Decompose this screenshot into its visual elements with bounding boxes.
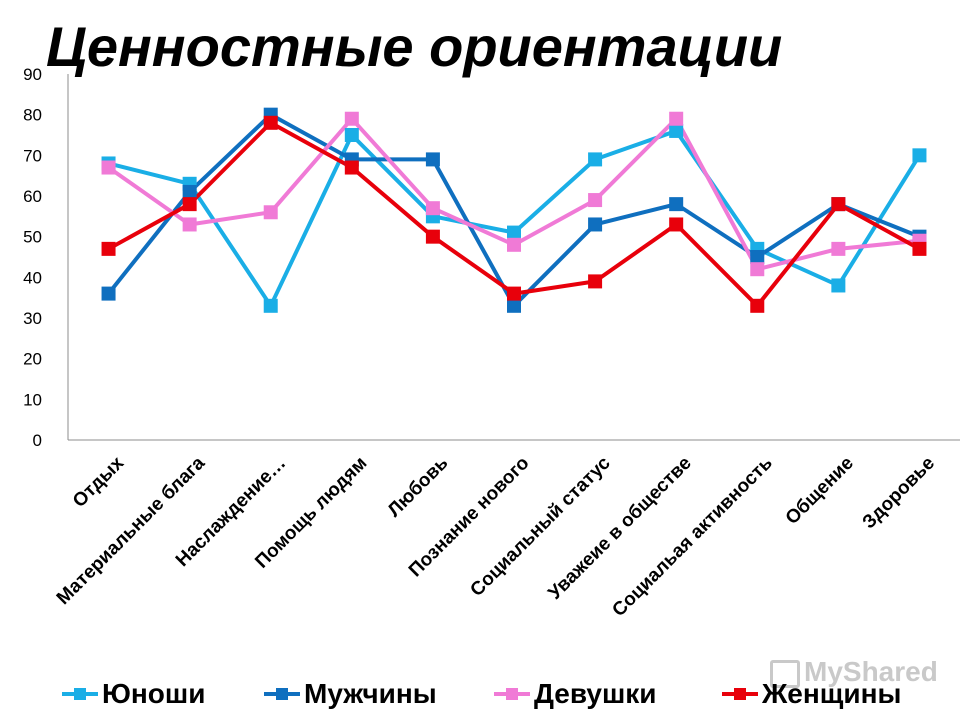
y-tick-label: 0 [33,431,42,450]
data-point [507,298,521,313]
x-tick-label: Уважеие в обществе [544,453,695,604]
watermark-logo-icon [770,659,800,688]
data-point [101,286,116,301]
legend-swatch [492,674,532,714]
legend-swatch [720,674,760,714]
y-tick-label: 40 [23,268,42,287]
data-point [507,237,521,252]
data-point [425,201,440,216]
x-tick-label: Здоровье [859,453,939,533]
data-point [263,115,278,130]
legend-item: Мужчины [262,674,437,714]
x-tick-label: Социальая активность [608,453,776,621]
series-line [107,120,921,308]
x-tick-label: Любовь [384,453,453,522]
legend-label: Мужчины [304,678,437,709]
legend-swatch [60,674,100,714]
watermark: MyShared [770,656,938,688]
data-point [588,193,603,208]
x-tick-label: Материальные блага [53,452,210,609]
data-point [101,160,116,175]
y-tick-label: 20 [23,350,42,369]
legend-item: Женщины [720,674,901,714]
data-point [669,123,684,138]
y-tick-label: 70 [23,146,42,165]
y-tick-label: 50 [23,228,42,247]
y-tick-label: 60 [23,187,42,206]
data-point [425,152,440,167]
data-point [507,225,521,240]
data-point [831,241,846,256]
legend-label: Девушки [534,678,657,709]
legend-swatch [262,674,302,714]
x-tick-label: Отдых [69,452,128,511]
x-tick-label: Общение [782,453,858,529]
data-point [831,278,846,293]
y-tick-label: 10 [23,390,42,409]
x-tick-label: Социальный статус [466,452,614,600]
data-point [182,217,197,232]
data-point [669,111,684,126]
data-point [263,205,278,220]
y-tick-label: 80 [23,106,42,125]
data-point [425,229,440,244]
data-point [588,217,603,232]
data-point [669,197,684,212]
data-point [344,160,359,175]
data-point [750,262,765,277]
data-point [750,298,765,313]
data-point [912,241,927,256]
data-point [831,197,846,212]
legend-item: Девушки [492,674,657,714]
data-point [182,197,197,212]
data-point [263,298,278,313]
watermark-text: MyShared [804,656,938,687]
legend: Юноши Мужчины Девушки Женщины [0,674,960,714]
data-point [507,286,521,301]
data-point [344,111,359,126]
data-point [669,217,684,232]
legend-label: Женщины [762,678,902,709]
chart-title: Ценностные ориентации [46,15,783,78]
data-point [912,148,927,163]
data-point [588,274,603,289]
series-line [106,112,921,308]
data-point [344,128,359,142]
data-point [750,250,765,264]
legend-label: Юноши [102,678,206,709]
data-point [588,152,603,167]
legend-item: Юноши [60,674,205,714]
data-point [182,184,197,199]
y-tick-label: 90 [23,65,42,84]
data-point [101,241,116,256]
y-tick-label: 30 [23,309,42,328]
